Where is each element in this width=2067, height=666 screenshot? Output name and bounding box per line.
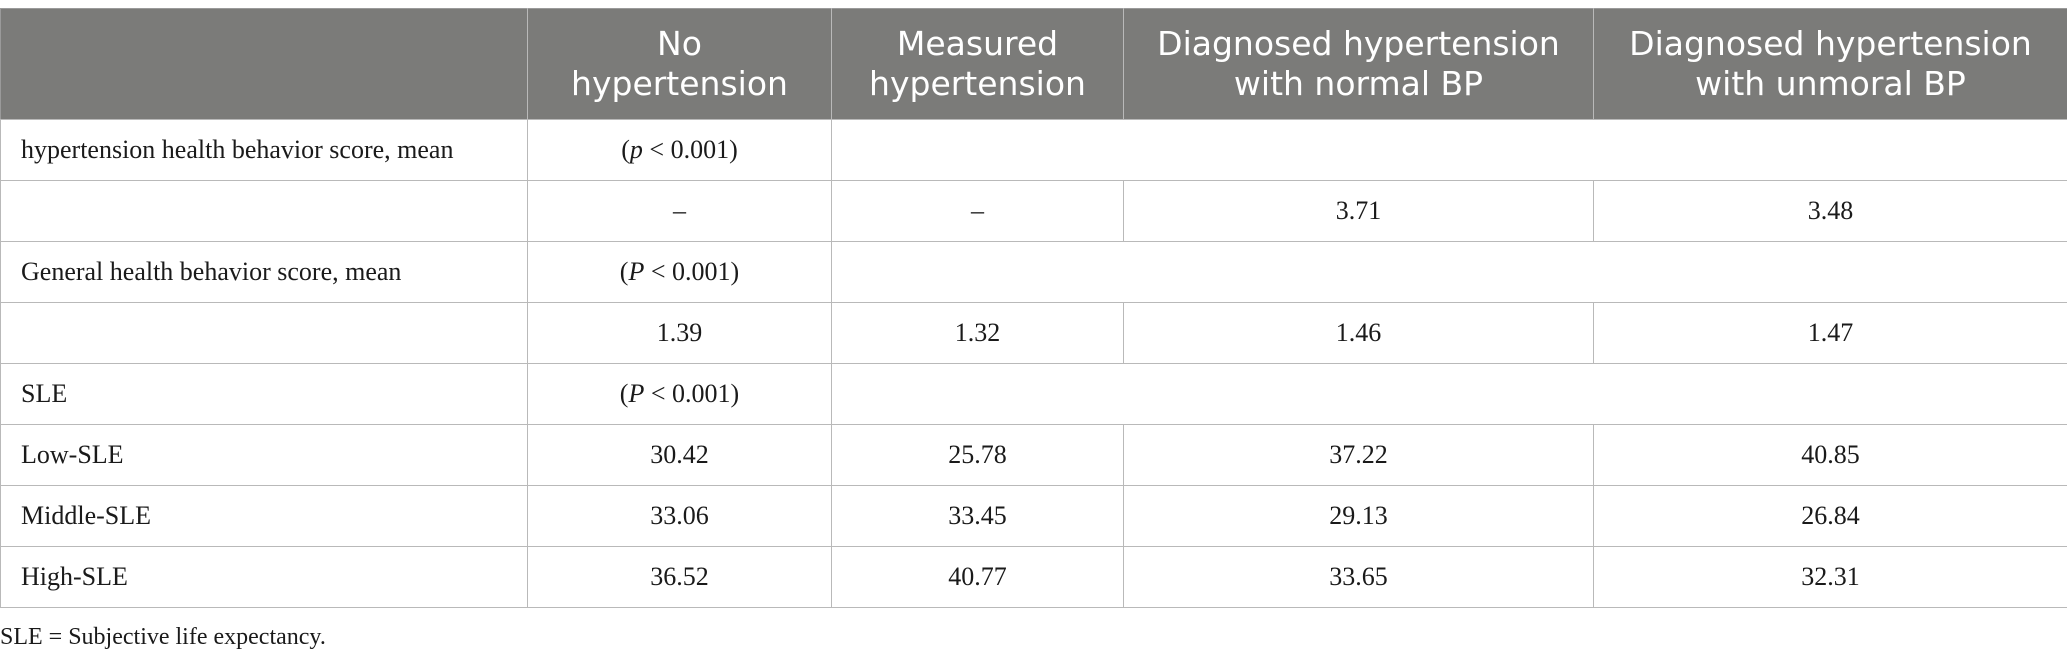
results-table-container: No hypertension Measured hypertension Di… (0, 8, 2067, 608)
table-cell: – (831, 180, 1124, 242)
table-cell: 30.42 (527, 424, 832, 486)
header-no-hypertension: No hypertension (527, 8, 832, 120)
p-symbol: p (629, 135, 643, 164)
header-measured-hypertension: Measured hypertension (831, 8, 1124, 120)
table-row: 1.39 1.32 1.46 1.47 (0, 302, 2067, 364)
header-line: with normal BP (1233, 64, 1484, 103)
p-value: (P < 0.001) (527, 363, 832, 425)
empty-cell (831, 363, 2067, 425)
table-row: – – 3.71 3.48 (0, 180, 2067, 242)
table-cell: 3.48 (1593, 180, 2067, 242)
table-cell: 1.32 (831, 302, 1124, 364)
header-line: Diagnosed hypertension (1629, 24, 2032, 63)
p-value: (P < 0.001) (527, 241, 832, 303)
table-body: hypertension health behavior score, mean… (0, 119, 2067, 608)
table-cell: 3.71 (1123, 180, 1594, 242)
row-label: SLE (0, 363, 528, 425)
header-line: hypertension (869, 64, 1086, 103)
row-label: General health behavior score, mean (0, 241, 528, 303)
table-row: Middle-SLE 33.06 33.45 29.13 26.84 (0, 485, 2067, 547)
results-table: No hypertension Measured hypertension Di… (0, 8, 2067, 608)
header-cell-empty (0, 8, 528, 120)
table-cell: 25.78 (831, 424, 1124, 486)
table-cell: 1.39 (527, 302, 832, 364)
table-cell: 40.77 (831, 546, 1124, 608)
table-cell: 32.31 (1593, 546, 2067, 608)
table-cell: 29.13 (1123, 485, 1594, 547)
row-label (0, 302, 528, 364)
table-cell: 33.06 (527, 485, 832, 547)
header-diagnosed-unmoral-bp: Diagnosed hypertension with unmoral BP (1593, 8, 2067, 120)
table-cell: 37.22 (1123, 424, 1594, 486)
header-line: No (657, 24, 702, 63)
table-cell: 33.65 (1123, 546, 1594, 608)
table-row-section: hypertension health behavior score, mean… (0, 119, 2067, 181)
row-label: High-SLE (0, 546, 528, 608)
row-label: Middle-SLE (0, 485, 528, 547)
table-cell: 40.85 (1593, 424, 2067, 486)
p-symbol: P (628, 379, 645, 408)
table-row-section: SLE (P < 0.001) (0, 363, 2067, 425)
row-label: Low-SLE (0, 424, 528, 486)
empty-cell (831, 119, 2067, 181)
table-row: Low-SLE 30.42 25.78 37.22 40.85 (0, 424, 2067, 486)
header-line: hypertension (571, 64, 788, 103)
header-line: Diagnosed hypertension (1157, 24, 1560, 63)
empty-cell (831, 241, 2067, 303)
p-value: (p < 0.001) (527, 119, 832, 181)
row-label (0, 180, 528, 242)
table-row-section: General health behavior score, mean (P <… (0, 241, 2067, 303)
p-symbol: P (628, 257, 645, 286)
table-header: No hypertension Measured hypertension Di… (0, 8, 2067, 120)
table-cell: – (527, 180, 832, 242)
row-label: hypertension health behavior score, mean (0, 119, 528, 181)
table-cell: 1.47 (1593, 302, 2067, 364)
header-line: with unmoral BP (1695, 64, 1966, 103)
table-footnote: SLE = Subjective life expectancy. (0, 624, 326, 650)
table-row: High-SLE 36.52 40.77 33.65 32.31 (0, 546, 2067, 608)
table-cell: 1.46 (1123, 302, 1594, 364)
table-cell: 33.45 (831, 485, 1124, 547)
header-line: Measured (896, 24, 1059, 63)
table-cell: 36.52 (527, 546, 832, 608)
header-row: No hypertension Measured hypertension Di… (0, 8, 2067, 120)
table-cell: 26.84 (1593, 485, 2067, 547)
header-diagnosed-normal-bp: Diagnosed hypertension with normal BP (1123, 8, 1594, 120)
